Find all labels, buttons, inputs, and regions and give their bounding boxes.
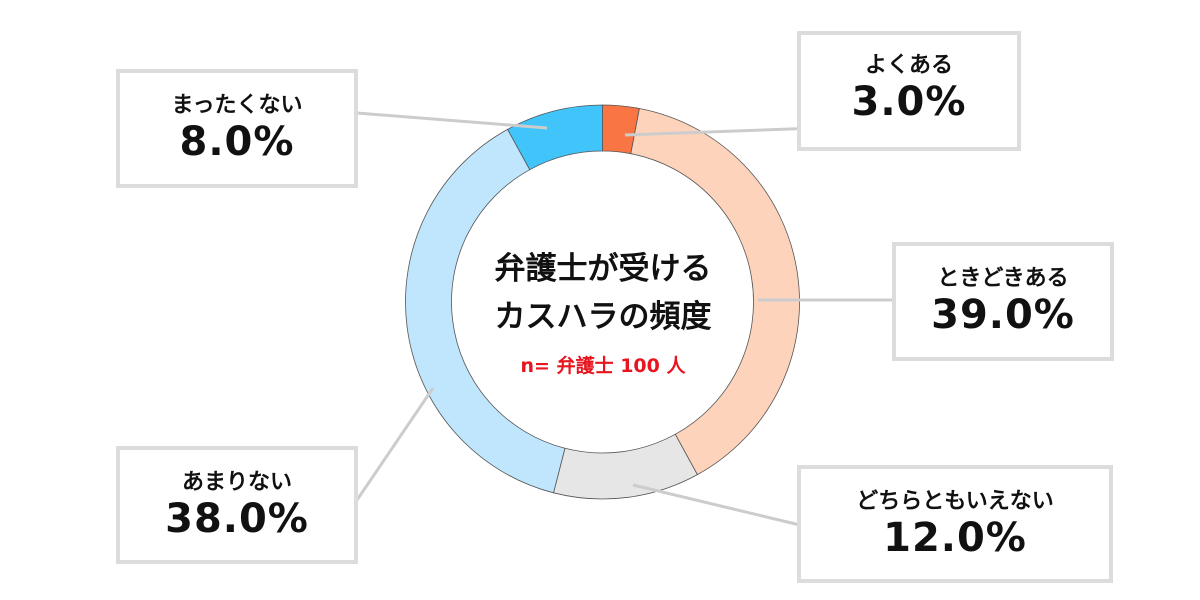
- category-label: あまりない: [181, 470, 292, 495]
- label-box-dochira: どちらともいえない 12.0%: [797, 465, 1113, 583]
- leader-line-amari: [355, 387, 435, 501]
- category-label: よくある: [864, 53, 953, 78]
- leader-lines: [355, 111, 892, 527]
- title-line-2: カスハラの頻度: [494, 299, 712, 335]
- label-box-yokuaru: よくある 3.0%: [797, 31, 1021, 151]
- leader-line-yokuaru: [624, 126, 819, 137]
- donut-slice-2: [553, 433, 698, 500]
- donut-slices: [405, 104, 800, 500]
- data-label: 39.0%: [931, 292, 1075, 338]
- data-label: 3.0%: [851, 79, 967, 125]
- data-label: 12.0%: [883, 515, 1027, 561]
- title-line-1: 弁護士が受ける: [494, 251, 712, 287]
- sample-size: n= 弁護士 100 人: [520, 355, 686, 377]
- category-label: どちらともいえない: [856, 489, 1054, 514]
- data-label: 8.0%: [179, 119, 295, 165]
- label-box-tokidoki: ときどきある 39.0%: [892, 242, 1114, 361]
- data-label: 38.0%: [165, 496, 309, 542]
- leader-line-mattaku: [356, 111, 548, 130]
- category-label: まったくない: [171, 93, 303, 118]
- donut-slice-3: [405, 128, 566, 494]
- label-box-amari: あまりない 38.0%: [116, 446, 358, 564]
- leader-line-dochira: [632, 483, 801, 527]
- category-label: ときどきある: [937, 266, 1069, 291]
- donut-slice-1: [630, 108, 800, 476]
- donut-slice-4: [507, 104, 603, 171]
- chart-center-title: 弁護士が受ける カスハラの頻度 n= 弁護士 100 人: [452, 245, 754, 378]
- label-box-mattaku: まったくない 8.0%: [116, 69, 358, 188]
